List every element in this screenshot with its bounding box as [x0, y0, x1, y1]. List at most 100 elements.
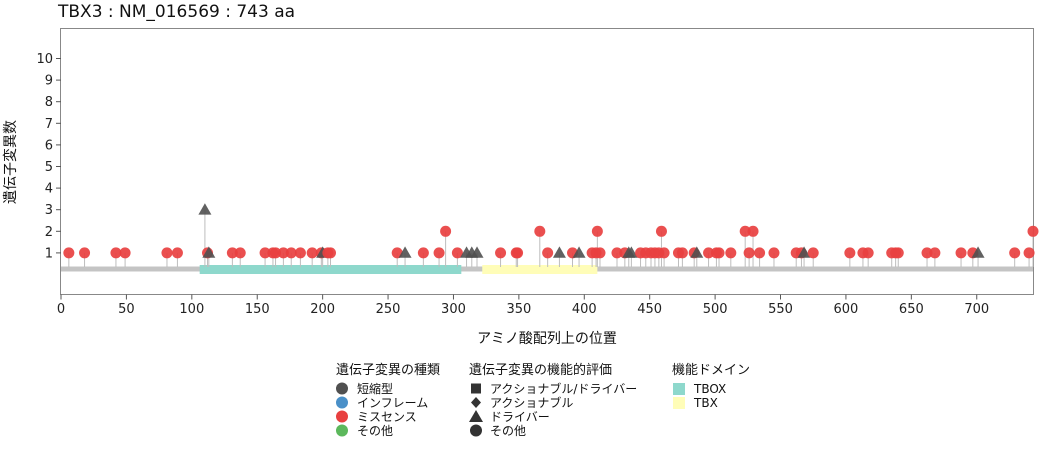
x-tick-label: 200 [310, 302, 335, 317]
legend-function-diamond [471, 397, 481, 408]
domain-tbx [482, 265, 598, 274]
legend-function-label: アクショナブル/ドライバー [490, 381, 637, 396]
y-tick-label: 4 [45, 182, 53, 197]
mutation-marker-circle [921, 247, 933, 259]
mutation-marker-circle [807, 247, 819, 259]
mutation-marker-triangle [624, 246, 638, 258]
mutation-marker-circle [110, 247, 122, 259]
mutation-marker-circle [655, 225, 667, 237]
mutation-marker-circle [234, 247, 246, 259]
legend-type-title: 遺伝子変異の種類 [336, 362, 440, 378]
mutation-marker-triangle [690, 246, 704, 258]
x-tick-label: 650 [899, 302, 924, 317]
y-tick-label: 9 [45, 74, 53, 89]
y-tick-label: 2 [45, 225, 53, 240]
x-tick-label: 700 [964, 302, 989, 317]
mutation-marker-circle [929, 247, 941, 259]
mutation-marker-circle [63, 247, 75, 259]
mutation-marker-circle [440, 225, 452, 237]
mutation-marker-circle [844, 247, 856, 259]
mutation-marker-circle [161, 247, 173, 259]
legend-domain-swatch [673, 397, 685, 409]
mutation-marker-circle [119, 247, 131, 259]
x-tick-label: 400 [572, 302, 597, 317]
mutation-marker-circle [1023, 247, 1035, 259]
legend-function-triangle [469, 410, 483, 422]
mutation-marker-circle [747, 225, 759, 237]
mutation-marker-circle [725, 247, 737, 259]
legend-type-label: インフレーム [357, 396, 428, 410]
mutation-marker-circle [1009, 247, 1021, 259]
x-tick-label: 150 [245, 302, 270, 317]
y-tick-label: 7 [45, 117, 53, 132]
x-tick-label: 500 [703, 302, 728, 317]
mutation-marker-circle [277, 247, 289, 259]
legend-domain-title: 機能ドメイン [672, 363, 750, 378]
mutation-marker-circle [226, 247, 238, 259]
mutation-marker-triangle [552, 246, 566, 258]
x-axis: 0 50 100 150 200 250 300 350 400 450 500 550 600 650 7… [57, 294, 989, 317]
mutation-marker-circle [862, 247, 874, 259]
y-tick-label: 1 [45, 246, 53, 261]
mutation-marker-circle [658, 247, 670, 259]
domain-layer [199, 265, 598, 274]
mutation-marker-circle [79, 247, 91, 259]
mutation-marker-circle [285, 247, 297, 259]
mutation-marker-circle [713, 247, 725, 259]
x-tick-label: 100 [179, 302, 204, 317]
y-axis: 1 2 3 4 5 6 7 8 9 10 [36, 52, 61, 261]
y-tick-label: 3 [45, 203, 53, 218]
x-axis-title: アミノ酸配列上の位置 [477, 331, 617, 347]
mutation-marker-circle [259, 247, 271, 259]
mutation-marker-triangle [971, 246, 985, 258]
legend-domain-swatch [673, 383, 685, 395]
x-tick-label: 300 [441, 302, 466, 317]
legend-type-swatch [336, 424, 348, 437]
legend-function-label: アクショナブル [490, 395, 573, 410]
y-tick-label: 5 [45, 160, 53, 175]
mutation-marker-circle [451, 247, 463, 259]
mutation-markers [63, 203, 1039, 259]
y-tick-label: 8 [45, 95, 53, 110]
x-tick-label: 450 [637, 302, 662, 317]
mutation-marker-circle [171, 247, 183, 259]
legend-type-label: 短縮型 [357, 381, 393, 396]
y-axis-title: 遺伝子変異数 [2, 120, 19, 204]
mutation-marker-circle [611, 247, 623, 259]
legend-function-square [471, 383, 481, 394]
legend-function-label: その他 [490, 424, 526, 438]
legend-function-circle [470, 424, 482, 437]
mutation-marker-triangle [198, 203, 212, 215]
mutation-marker-circle [270, 247, 282, 259]
mutation-marker-circle [676, 247, 688, 259]
legend-type-swatch [336, 382, 348, 395]
x-tick-label: 250 [376, 302, 401, 317]
mutation-marker-circle [594, 247, 606, 259]
mutation-marker-circle [417, 247, 429, 259]
mutation-marker-circle [754, 247, 766, 259]
x-tick-label: 50 [118, 302, 135, 317]
mutation-marker-circle [512, 247, 524, 259]
legend-domain-label: TBOX [693, 382, 726, 396]
legend-function-title: 遺伝子変異の機能的評価 [469, 362, 612, 378]
mutation-marker-circle [955, 247, 967, 259]
mutation-marker-circle [1027, 225, 1039, 237]
domain-tbox [199, 265, 462, 274]
mutation-marker-circle [739, 225, 751, 237]
legend-type-label: ミスセンス [357, 410, 417, 424]
legend-type-swatch [336, 396, 348, 409]
mutation-marker-triangle [470, 246, 484, 258]
mutation-marker-circle [495, 247, 507, 259]
mutation-marker-circle [743, 247, 755, 259]
legend-function-label: ドライバー [490, 410, 550, 424]
y-tick-label: 6 [45, 138, 53, 153]
mutation-marker-triangle [398, 246, 412, 258]
mutation-marker-circle [534, 225, 546, 237]
x-tick-label: 600 [834, 302, 859, 317]
x-tick-label: 350 [506, 302, 531, 317]
